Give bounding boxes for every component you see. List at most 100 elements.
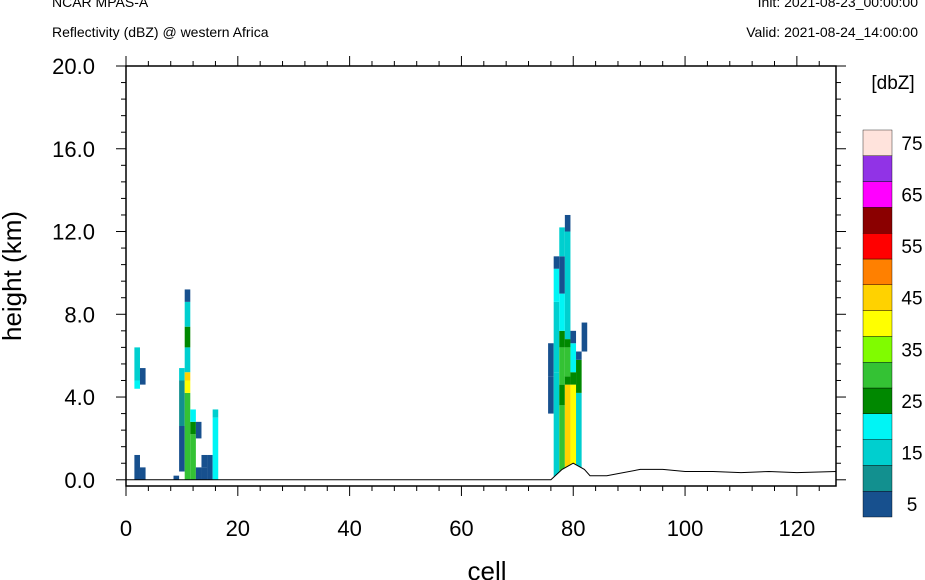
reflectivity-cell [559, 405, 565, 480]
reflectivity-cell [570, 384, 577, 480]
reflectivity-cell [553, 256, 560, 269]
y-tick-label: 8.0 [64, 302, 95, 327]
colorbar-swatch [862, 362, 893, 389]
colorbar-label: 5 [907, 495, 918, 516]
reflectivity-cell [201, 467, 208, 480]
colorbar-label: 65 [901, 186, 922, 207]
reflectivity-cell [184, 380, 191, 393]
reflectivity-cell [179, 380, 185, 426]
colorbar-swatch [862, 413, 893, 440]
colorbar-swatch [862, 129, 893, 156]
reflectivity-cell [179, 368, 185, 381]
y-tick-label: 0.0 [64, 468, 95, 493]
colorbar-label: 55 [901, 237, 922, 258]
terrain-layer [126, 462, 837, 486]
field-title: Reflectivity (dBZ) @ western Africa [52, 24, 269, 40]
reflectivity-cell [570, 330, 577, 344]
reflectivity-cell [195, 467, 202, 480]
colorbar-swatch [862, 310, 893, 337]
reflectivity-cell [581, 322, 588, 352]
colorbar-label: 45 [901, 289, 922, 310]
colorbar-label: 25 [901, 392, 922, 413]
model-title: NCAR MPAS-A [52, 0, 149, 10]
reflectivity-cell [553, 372, 560, 480]
reflectivity-cell [548, 376, 554, 414]
colorbar-swatch [862, 155, 893, 182]
colorbar-swatch [862, 491, 893, 518]
reflectivity-cell [207, 454, 213, 480]
colorbar-swatch [862, 387, 893, 414]
reflectivity-cell [576, 359, 582, 393]
x-tick-label: 100 [667, 516, 704, 541]
reflectivity-cell [564, 231, 571, 340]
reflectivity-cell [184, 326, 191, 348]
reflectivity-cell [139, 467, 146, 480]
reflectivity-cell [564, 214, 571, 232]
reflectivity-cell [190, 434, 196, 480]
reflectivity-cell [559, 256, 565, 294]
terrain-fill [126, 463, 836, 486]
x-tick-label: 120 [779, 516, 816, 541]
reflectivity-cell [548, 343, 554, 377]
reflectivity-cell [576, 351, 582, 360]
reflectivity-cell [184, 347, 191, 373]
colorbar-swatch [862, 181, 893, 208]
terrain-line [126, 462, 837, 481]
reflectivity-cell [559, 330, 565, 348]
reflectivity-cell [559, 227, 565, 257]
colorbar-swatch [862, 439, 893, 466]
reflectivity-cell [564, 339, 571, 348]
colorbar-swatch [862, 284, 893, 311]
colorbar-units: [dbZ] [871, 73, 914, 94]
y-tick-label: 12.0 [52, 220, 95, 245]
y-axis: 0.0 4.0 8.0 12.0 16.0 20.0 [52, 54, 846, 493]
colorbar-swatch [862, 258, 893, 285]
reflectivity-cell [184, 301, 191, 327]
reflectivity-cell [570, 372, 577, 385]
x-tick-label: 40 [337, 516, 361, 541]
x-tick-label: 20 [226, 516, 250, 541]
reflectivity-cell [201, 454, 208, 468]
colorbar-swatch [862, 336, 893, 363]
reflectivity-cell [553, 301, 560, 373]
x-axis: 0 20 40 60 80 100 120 [120, 56, 820, 541]
reflectivity-cell [212, 417, 219, 480]
reflectivity-cell [559, 384, 565, 406]
reflectivity-cell [564, 376, 571, 385]
reflectivity-cell [212, 409, 219, 418]
x-tick-label: 80 [561, 516, 585, 541]
reflectivity-cell [564, 347, 571, 377]
reflectivity-cell [139, 368, 146, 385]
x-axis-title: cell [467, 556, 506, 580]
reflectivity-cell [190, 421, 196, 435]
reflectivity-cell [184, 372, 191, 381]
init-time: Init: 2021-08-23_00:00:00 [757, 0, 918, 10]
x-tick-label: 0 [120, 516, 132, 541]
colorbar-label: 35 [901, 340, 922, 361]
colorbar-swatch [862, 465, 893, 492]
reflectivity-cell [559, 293, 565, 331]
reflectivity-cell [195, 421, 202, 439]
valid-time: Valid: 2021-08-24_14:00:00 [746, 24, 918, 40]
reflectivity-cell [564, 384, 571, 480]
colorbar-label: 15 [901, 444, 922, 465]
reflectivity-cell [184, 392, 191, 426]
reflectivity-cell [184, 289, 191, 302]
reflectivity-cell [173, 475, 180, 480]
colorbar-label: 75 [901, 134, 922, 155]
y-axis-title: height (km) [0, 211, 27, 341]
reflectivity-cell [576, 392, 582, 480]
y-tick-label: 20.0 [52, 54, 95, 79]
reflectivity-cell [134, 380, 140, 389]
colorbar: 5 15 25 35 45 55 65 75 [862, 129, 923, 518]
reflectivity-cell [570, 343, 577, 373]
colorbar-swatch [862, 207, 893, 234]
reflectivity-cells [134, 214, 588, 480]
colorbar-swatch [862, 232, 893, 260]
reflectivity-cell [190, 409, 196, 422]
x-tick-label: 60 [449, 516, 473, 541]
plot-frame [125, 65, 837, 487]
y-tick-label: 16.0 [52, 137, 95, 162]
reflectivity-cell [179, 426, 185, 472]
